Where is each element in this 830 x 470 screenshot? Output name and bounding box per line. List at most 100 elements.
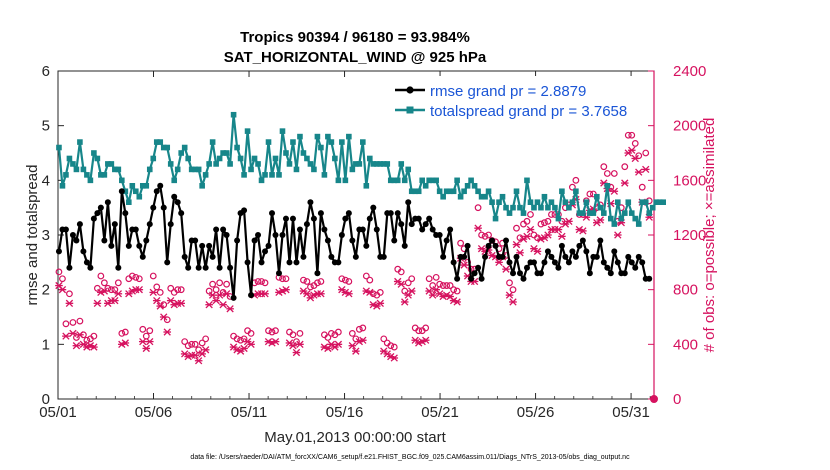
rmse-point bbox=[447, 226, 454, 233]
rmse-point bbox=[436, 232, 443, 238]
rmse-point bbox=[97, 204, 104, 211]
totalspread-point bbox=[614, 199, 621, 205]
obs-assimilated-point bbox=[407, 287, 416, 295]
obs-possible-point bbox=[541, 219, 548, 227]
x-tick-label: 05/31 bbox=[612, 404, 650, 421]
obs-assimilated-point bbox=[114, 290, 123, 298]
totalspread-point bbox=[290, 139, 296, 145]
obs-possible-point bbox=[638, 183, 646, 191]
obs-assimilated-point bbox=[596, 216, 605, 224]
rmse-point bbox=[195, 264, 202, 271]
rmse-point bbox=[576, 242, 583, 249]
obs-assimilated-point bbox=[142, 344, 151, 353]
totalspread-point bbox=[520, 210, 527, 216]
rmse-point bbox=[468, 275, 475, 282]
totalspread-point bbox=[87, 177, 94, 184]
totalspread-point bbox=[66, 155, 73, 162]
rmse-point bbox=[104, 199, 111, 206]
obs-possible-point bbox=[216, 279, 224, 287]
obs-assimilated-point bbox=[138, 337, 147, 346]
totalspread-point bbox=[457, 193, 464, 200]
rmse-point bbox=[160, 204, 167, 211]
obs-possible-point bbox=[233, 335, 241, 343]
obs-possible-point bbox=[149, 272, 157, 280]
totalspread-point bbox=[230, 111, 237, 118]
rmse-point bbox=[328, 253, 335, 260]
obs-assimilated-point bbox=[509, 298, 517, 306]
rmse-point bbox=[475, 264, 482, 271]
totalspread-point bbox=[447, 188, 453, 195]
obs-assimilated-point bbox=[58, 286, 67, 294]
totalspread-point bbox=[415, 188, 422, 195]
totalspread-point bbox=[552, 204, 558, 211]
obs-possible-point bbox=[202, 335, 210, 343]
totalspread-point bbox=[534, 199, 541, 205]
totalspread-point bbox=[293, 166, 300, 173]
totalspread-point bbox=[297, 133, 303, 140]
rmse-point bbox=[62, 226, 69, 233]
obs-assimilated-point bbox=[421, 336, 430, 344]
obs-possible-point bbox=[572, 176, 580, 184]
y-left-axis-label: rmse and totalspread bbox=[24, 165, 41, 306]
rmse-point bbox=[321, 226, 328, 233]
obs-assimilated-point bbox=[111, 296, 119, 305]
rmse-point bbox=[405, 199, 412, 206]
totalspread-point bbox=[367, 155, 373, 162]
y-right-tick-labels: 0 400 800 1200 1600 2000 2400 bbox=[673, 63, 706, 408]
obs-assimilated-point bbox=[208, 291, 217, 299]
obs-assimilated-point bbox=[100, 287, 109, 295]
obs-possible-point bbox=[258, 278, 265, 285]
obs-assimilated-point bbox=[261, 290, 269, 298]
rmse-point bbox=[443, 237, 450, 244]
rmse-point bbox=[157, 182, 164, 189]
totalspread-point bbox=[513, 188, 520, 195]
totalspread-point bbox=[220, 150, 226, 156]
totalspread-point bbox=[545, 204, 551, 211]
rmse-point bbox=[80, 248, 87, 255]
obs-possible-point bbox=[107, 286, 115, 294]
totalspread-point bbox=[167, 161, 174, 167]
obs-possible-point bbox=[401, 287, 409, 295]
totalspread-point bbox=[471, 183, 478, 189]
rmse-point bbox=[541, 259, 548, 266]
y-left-tick-label: 1 bbox=[42, 336, 50, 353]
totalspread-point bbox=[311, 166, 317, 173]
rmse-point bbox=[572, 253, 579, 260]
obs-assimilated-point bbox=[247, 340, 255, 348]
totalspread-point bbox=[94, 155, 101, 162]
rmse-point bbox=[317, 210, 324, 217]
rmse-point bbox=[632, 264, 639, 271]
totalspread-point bbox=[206, 161, 212, 167]
totalspread-point bbox=[597, 204, 604, 211]
rmse-point bbox=[440, 253, 447, 260]
rmse-point bbox=[335, 259, 342, 266]
rmse-point bbox=[178, 210, 185, 217]
totalspread-point bbox=[660, 199, 666, 205]
totalspread-point bbox=[492, 215, 499, 222]
totalspread-point bbox=[468, 177, 474, 184]
obs-possible-point bbox=[268, 328, 276, 336]
obs-possible-point bbox=[387, 342, 395, 350]
rmse-point bbox=[614, 259, 621, 266]
totalspread-point bbox=[422, 183, 429, 189]
rmse-point bbox=[478, 275, 485, 282]
rmse-point bbox=[289, 215, 296, 222]
obs-assimilated-point bbox=[348, 342, 357, 350]
totalspread-point bbox=[153, 139, 160, 145]
obs-assimilated-point bbox=[565, 217, 573, 225]
totalspread-point bbox=[272, 155, 279, 162]
x-tick-label: 05/11 bbox=[231, 404, 267, 421]
totalspread-point bbox=[646, 210, 653, 216]
totalspread-point bbox=[181, 144, 188, 151]
obs-assimilated-point bbox=[631, 154, 640, 163]
obs-possible-point bbox=[457, 239, 465, 247]
totalspread-point bbox=[443, 188, 450, 195]
rmse-point bbox=[55, 248, 62, 255]
obs-assimilated-point bbox=[194, 357, 203, 365]
obs-possible-point bbox=[478, 231, 485, 239]
rmse-point bbox=[345, 210, 352, 217]
rmse-point bbox=[503, 237, 510, 244]
x-tick-label: 05/26 bbox=[517, 404, 555, 421]
totalspread-point bbox=[105, 161, 111, 167]
